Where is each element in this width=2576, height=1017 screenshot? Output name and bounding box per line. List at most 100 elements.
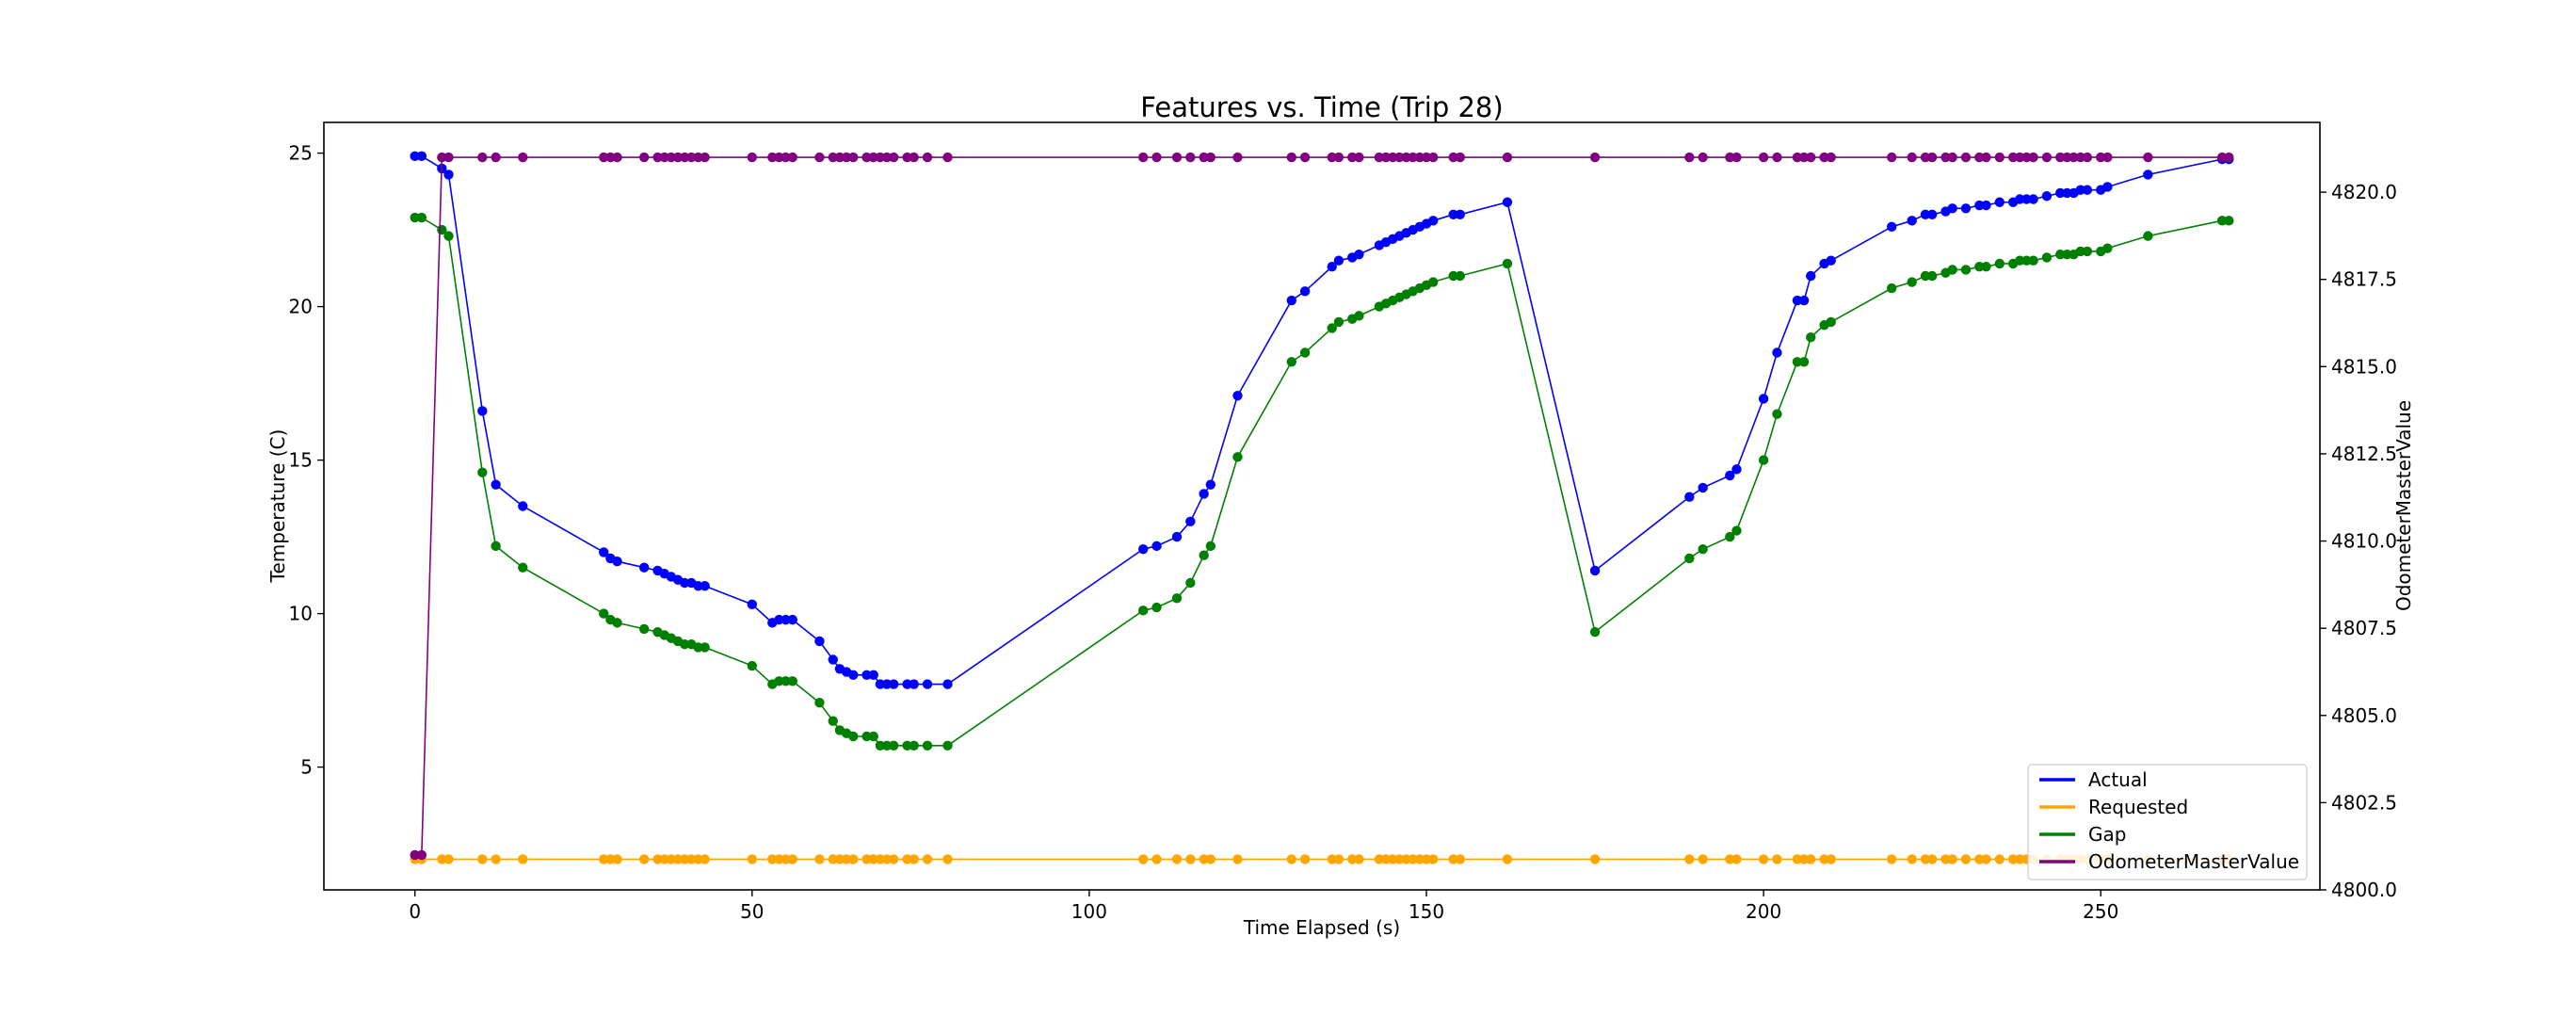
data-point-actual [1974, 200, 1985, 211]
data-point-actual [875, 679, 886, 689]
data-point-odometermastervalue [679, 152, 690, 163]
data-point-odometermastervalue [1974, 152, 1985, 163]
data-point-actual [1698, 482, 1708, 493]
data-point-actual [410, 151, 420, 162]
data-point-odometermastervalue [814, 152, 825, 163]
legend-label-gap: Gap [2088, 823, 2126, 846]
data-point-odometermastervalue [1994, 152, 2004, 163]
data-point-requested [767, 854, 778, 864]
data-point-gap [2216, 216, 2228, 226]
data-point-odometermastervalue [2055, 152, 2066, 163]
data-point-actual [416, 151, 427, 162]
data-point-odometermastervalue [1940, 152, 1951, 163]
data-point-gap [1589, 626, 1601, 638]
data-point-actual [1354, 249, 1364, 260]
data-point-odometermastervalue [1185, 152, 1196, 163]
data-point-odometermastervalue [1698, 152, 1708, 163]
data-point-actual [1981, 200, 1991, 211]
data-point-actual [443, 170, 454, 180]
data-point-requested [518, 854, 528, 864]
data-point-odometermastervalue [1981, 152, 1991, 163]
data-point-odometermastervalue [410, 849, 420, 861]
data-point-actual [1792, 295, 1803, 306]
plot-area [410, 151, 2234, 864]
data-point-odometermastervalue [1772, 152, 1782, 163]
data-point-actual [909, 679, 919, 689]
data-point-actual [781, 614, 791, 625]
data-point-actual [1151, 541, 1162, 552]
y-tick-label: 10 [289, 603, 313, 625]
data-point-gap [1205, 541, 1216, 552]
data-point-odometermastervalue [612, 152, 622, 163]
data-point-requested [1333, 854, 1344, 864]
data-point-actual [1502, 197, 1513, 207]
data-point-odometermastervalue [1374, 152, 1385, 163]
data-point-odometermastervalue [1792, 152, 1803, 163]
data-point-gap [477, 467, 488, 477]
data-point-actual [1960, 203, 1972, 214]
data-point-odometermastervalue [1299, 152, 1311, 163]
data-point-requested [477, 854, 488, 864]
data-point-gap [693, 642, 703, 653]
data-point-odometermastervalue [2082, 152, 2093, 163]
data-point-odometermastervalue [1502, 152, 1513, 163]
data-point-gap [612, 618, 622, 628]
data-point-actual [1947, 203, 1957, 214]
data-point-gap [747, 660, 757, 671]
data-point-gap [2143, 231, 2153, 241]
data-point-odometermastervalue [1408, 152, 1418, 163]
data-point-gap [828, 716, 838, 726]
data-point-gap [416, 212, 427, 223]
data-point-actual [1758, 394, 1769, 404]
data-point-gap [1448, 270, 1458, 282]
data-point-actual [639, 562, 650, 573]
x-tick-label: 150 [1409, 900, 1444, 923]
data-point-gap [861, 731, 872, 742]
data-point-odometermastervalue [700, 152, 710, 163]
data-point-odometermastervalue [1354, 152, 1364, 163]
data-point-actual [1427, 216, 1439, 226]
data-point-odometermastervalue [889, 152, 899, 163]
data-point-odometermastervalue [659, 152, 669, 163]
data-point-odometermastervalue [1806, 152, 1816, 163]
data-point-odometermastervalue [518, 152, 528, 163]
x-axis-label: Time Elapsed (s) [1243, 916, 1400, 939]
data-point-gap [1698, 543, 1708, 555]
data-point-gap [942, 740, 953, 751]
data-point-gap [2015, 255, 2025, 266]
data-point-odometermastervalue [1171, 152, 1183, 163]
data-point-odometermastervalue [1926, 152, 1938, 163]
data-point-actual [1232, 390, 1243, 401]
data-point-actual [599, 547, 609, 557]
data-point-requested [1151, 854, 1162, 864]
data-point-gap [787, 676, 797, 686]
data-point-gap [848, 731, 859, 742]
x-tick-label: 0 [409, 900, 421, 923]
x-tick-label: 200 [1746, 900, 1781, 923]
data-point-odometermastervalue [841, 152, 852, 163]
data-point-odometermastervalue [2216, 152, 2228, 163]
data-point-gap [1327, 323, 1337, 333]
data-point-odometermastervalue [1887, 152, 1897, 163]
data-point-odometermastervalue [868, 152, 878, 163]
data-point-actual [2055, 187, 2066, 199]
legend-label-actual: Actual [2088, 768, 2148, 791]
data-point-gap [922, 740, 933, 751]
data-point-actual [828, 654, 838, 665]
data-point-requested [1427, 854, 1439, 864]
data-point-requested [1374, 854, 1385, 864]
data-point-actual [1205, 479, 1216, 490]
data-point-requested [605, 854, 616, 864]
data-point-requested [1394, 854, 1405, 864]
y2-tick-label: 4820.0 [2331, 181, 2397, 203]
data-point-requested [1299, 854, 1311, 864]
data-point-gap [1232, 452, 1243, 462]
data-point-odometermastervalue [1151, 152, 1162, 163]
data-point-gap [2075, 246, 2085, 257]
data-point-requested [909, 854, 919, 864]
data-point-requested [1772, 854, 1782, 864]
data-point-odometermastervalue [1414, 152, 1425, 163]
data-point-odometermastervalue [1907, 152, 1917, 163]
data-point-gap [1151, 602, 1162, 613]
